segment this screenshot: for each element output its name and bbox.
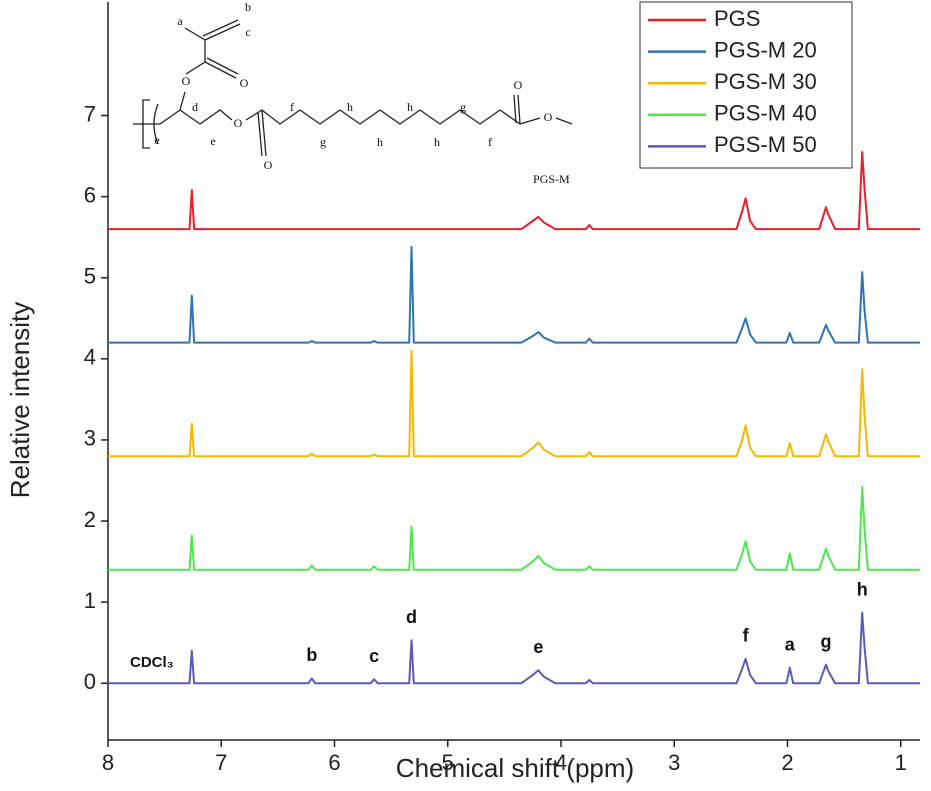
peak-label: e [533,637,543,657]
bracket [153,103,159,145]
legend-label: PGS-M 50 [714,132,817,157]
structure-label: O [234,116,243,130]
structure-label: f [290,100,294,114]
bond [184,27,206,75]
bond [261,109,267,157]
peak-label: c [369,646,379,666]
structure-name: PGS-M [533,172,570,186]
legend-label: PGS-M 30 [714,69,817,94]
bond [257,111,263,157]
peak-label: h [857,579,868,599]
structure-label: h [377,135,383,149]
structure-label: O [544,110,553,124]
y-tick-label: 4 [84,345,96,370]
legend-label: PGS-M 40 [714,101,817,126]
y-tick-label: 1 [84,588,96,613]
structure-label: e [154,133,159,147]
structure-label: c [245,25,250,39]
structure-label: d [192,100,198,114]
peak-label: b [306,645,317,665]
bond [204,23,241,41]
x-axis-title: Chemical shift (ppm) [396,753,634,783]
x-tick-label: 3 [668,750,680,775]
peak-label: CDCl₃ [130,654,174,671]
bond [202,19,239,37]
x-tick-label: 2 [781,750,793,775]
spectrum-line [108,611,920,685]
bond [513,94,517,124]
spectrum-line [108,151,920,231]
structure-label: h [434,135,440,149]
peak-label: f [743,626,750,646]
peak-label: d [406,607,417,627]
y-tick-label: 5 [84,264,96,289]
structure-label: h [407,100,413,114]
y-tick-label: 0 [84,669,96,694]
bracket [142,99,150,149]
structure-label: f [488,135,492,149]
x-tick-label: 4 [555,750,567,775]
bond [206,57,239,75]
y-tick-label: 3 [84,426,96,451]
structure-label: O [514,78,523,92]
y-tick-label: 2 [84,507,96,532]
x-tick-label: 5 [442,750,454,775]
structure-label: O [182,74,191,88]
spectrum-line [108,349,920,458]
x-tick-label: 6 [328,750,340,775]
bond [245,109,541,125]
structure-label: b [245,0,251,14]
peak-label: g [821,631,832,651]
legend-box [639,1,853,169]
spectrum-line [108,486,920,571]
structure-bonds [133,19,573,157]
x-tick-label: 8 [102,750,114,775]
peak-label: a [785,635,796,655]
structure-label: O [264,158,273,172]
bond [133,109,233,125]
structure-label: h [347,100,353,114]
legend-label: PGS-M 20 [714,37,817,62]
structure-label: a [177,14,183,28]
y-tick-label: 7 [84,101,96,126]
bond [179,91,186,111]
bond [555,117,573,125]
legend-label: PGS [714,6,760,31]
bond [204,61,237,79]
y-tick-label: 6 [84,182,96,207]
structure-label: g [320,135,326,149]
structure-label: g [460,100,466,114]
x-tick-label: 7 [215,750,227,775]
structure-label: O [240,76,249,90]
spectrum-line [108,245,920,344]
y-axis-title: Relative intensity [5,302,35,499]
x-tick-label: 1 [895,750,907,775]
structure-label: e [210,134,215,148]
bond [517,94,521,125]
